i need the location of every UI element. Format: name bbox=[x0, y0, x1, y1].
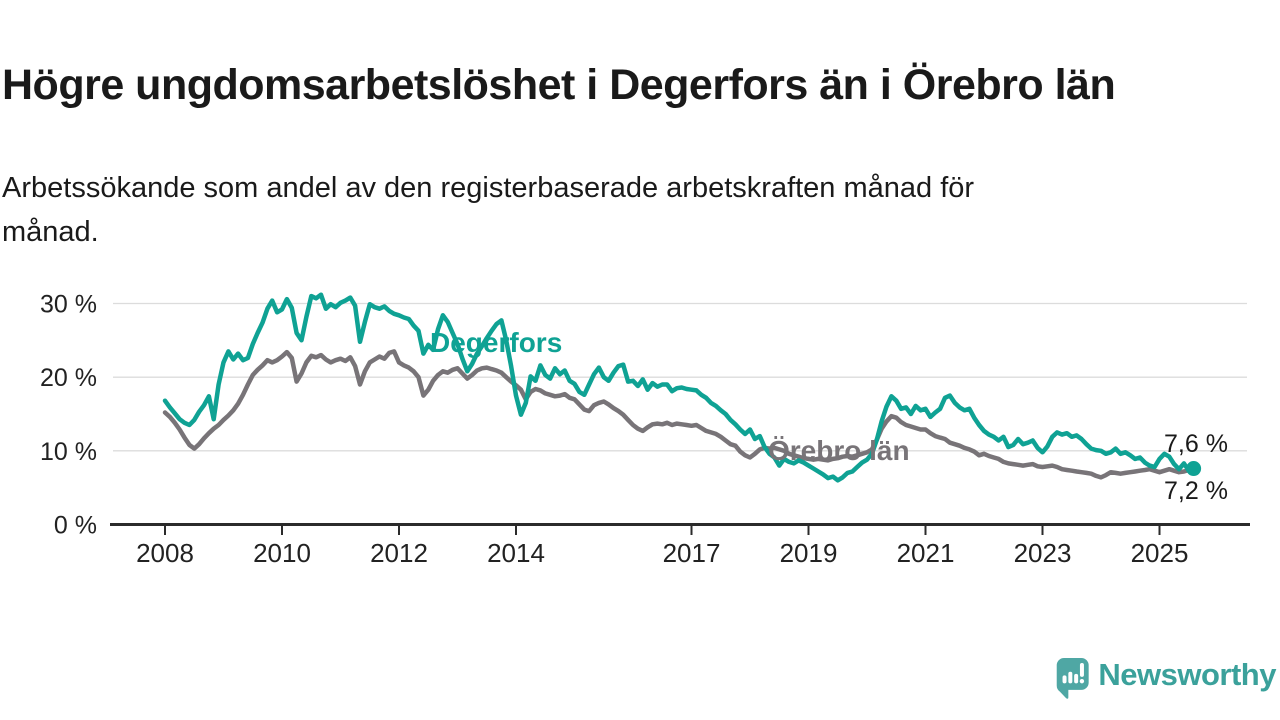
chart-subtitle-line2: månad. bbox=[2, 215, 99, 248]
orebro-end-value-label: 7,2 % bbox=[1164, 477, 1228, 505]
chart-title: Högre ungdomsarbetslöshet i Degerfors än… bbox=[2, 60, 1116, 109]
x-axis-tick-label: 2021 bbox=[897, 538, 955, 568]
orebro-line bbox=[162, 349, 1196, 480]
y-axis-tick-label: 20 % bbox=[40, 364, 97, 392]
newsworthy-logo-icon bbox=[1056, 657, 1089, 699]
y-axis-tick-label: 10 % bbox=[40, 438, 97, 466]
chart-subtitle-line1: Arbetssökande som andel av den registerb… bbox=[2, 172, 975, 204]
x-axis-tick-label: 2025 bbox=[1131, 538, 1189, 568]
x-axis-tick-label: 2008 bbox=[136, 538, 194, 568]
x-axis-tick-label: 2023 bbox=[1014, 538, 1072, 568]
degerfors-line bbox=[162, 292, 1196, 483]
y-axis-tick-label: 30 % bbox=[40, 290, 97, 318]
degerfors-end-dot bbox=[1186, 461, 1202, 477]
y-axis-tick-label: 0 % bbox=[54, 512, 97, 540]
x-axis-tick-label: 2014 bbox=[487, 538, 545, 568]
orebro-series-label: Örebro län bbox=[768, 435, 910, 466]
x-axis-tick-label: 2017 bbox=[663, 538, 721, 568]
newsworthy-logo: Newsworthy bbox=[1056, 648, 1276, 710]
x-axis-tick-label: 2010 bbox=[253, 538, 311, 568]
chart-subtitle: Arbetssökande som andel av den registerb… bbox=[2, 167, 1212, 254]
x-axis-tick-label: 2012 bbox=[370, 538, 428, 568]
degerfors-series-label: Degerfors bbox=[430, 327, 562, 358]
x-axis-tick-label: 2019 bbox=[780, 538, 838, 568]
degerfors-end-value-label: 7,6 % bbox=[1164, 430, 1228, 458]
newsworthy-logo-text: Newsworthy bbox=[1098, 657, 1276, 692]
